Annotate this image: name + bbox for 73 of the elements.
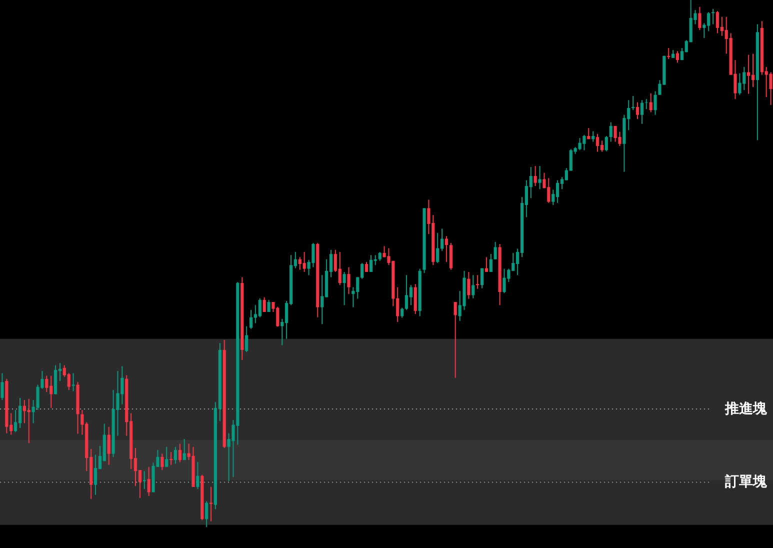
candlestick (494, 241, 497, 260)
candlestick (592, 130, 595, 142)
candlestick (169, 452, 173, 466)
candlestick (667, 47, 670, 60)
candlestick (578, 138, 582, 151)
candlestick (476, 274, 480, 290)
candlestick (609, 122, 612, 142)
candlestick (698, 6, 702, 31)
candlestick (538, 166, 542, 190)
candlestick (654, 90, 657, 116)
candlestick (449, 242, 452, 270)
candlestick (18, 397, 22, 428)
candlestick (400, 307, 404, 318)
candlestick (480, 268, 484, 289)
candlestick (196, 462, 200, 490)
candlestick (205, 500, 208, 528)
candlestick (107, 426, 110, 466)
candlestick (72, 372, 75, 392)
candlestick (94, 454, 98, 496)
candlestick (267, 299, 270, 312)
candlestick (414, 284, 417, 315)
candlestick (409, 284, 412, 306)
candlestick (302, 251, 306, 272)
candlestick (14, 410, 18, 433)
candlestick (436, 232, 440, 264)
candlestick (640, 100, 644, 124)
candlestick (676, 50, 680, 64)
candlestick (716, 10, 720, 34)
candlestick (444, 236, 448, 262)
candlestick (160, 453, 164, 471)
candlestick (556, 180, 560, 204)
candlestick (738, 72, 742, 96)
candlestick (347, 266, 350, 295)
candlestick (209, 486, 213, 522)
candlestick (165, 446, 168, 468)
ref-line-label: 推進塊 (724, 400, 768, 417)
candlestick (454, 301, 457, 378)
candlestick (467, 271, 470, 300)
candlestick (342, 271, 346, 306)
candlestick (751, 53, 755, 88)
candlestick (338, 251, 342, 286)
candlestick (649, 92, 652, 113)
candlestick (27, 398, 30, 444)
candlestick (636, 102, 640, 120)
candlestick (632, 95, 635, 111)
candlestick (604, 135, 608, 152)
candlestick (147, 466, 150, 496)
candlestick (502, 268, 506, 294)
candlestick (596, 133, 600, 152)
candlestick (45, 375, 48, 393)
candlestick (182, 438, 186, 461)
candlestick (178, 443, 182, 463)
candlestick (484, 256, 488, 272)
candlestick (600, 140, 604, 152)
candlestick (644, 98, 648, 110)
candlestick (249, 309, 253, 330)
candlestick (534, 166, 537, 187)
candlestick (364, 261, 368, 272)
candlestick (0, 372, 4, 400)
candlestick (174, 446, 178, 464)
candlestick (245, 326, 248, 353)
candlestick (262, 296, 266, 312)
candlestick (747, 54, 750, 94)
candlestick (769, 72, 772, 106)
candlestick (369, 254, 373, 272)
ref-line-label: 訂單塊 (724, 474, 768, 490)
candlestick (472, 274, 475, 299)
candlestick (142, 470, 146, 490)
candlestick (404, 274, 408, 310)
candlestick (320, 274, 324, 325)
candlestick (258, 298, 262, 318)
candlestick (489, 254, 492, 272)
candlestick (711, 8, 715, 25)
